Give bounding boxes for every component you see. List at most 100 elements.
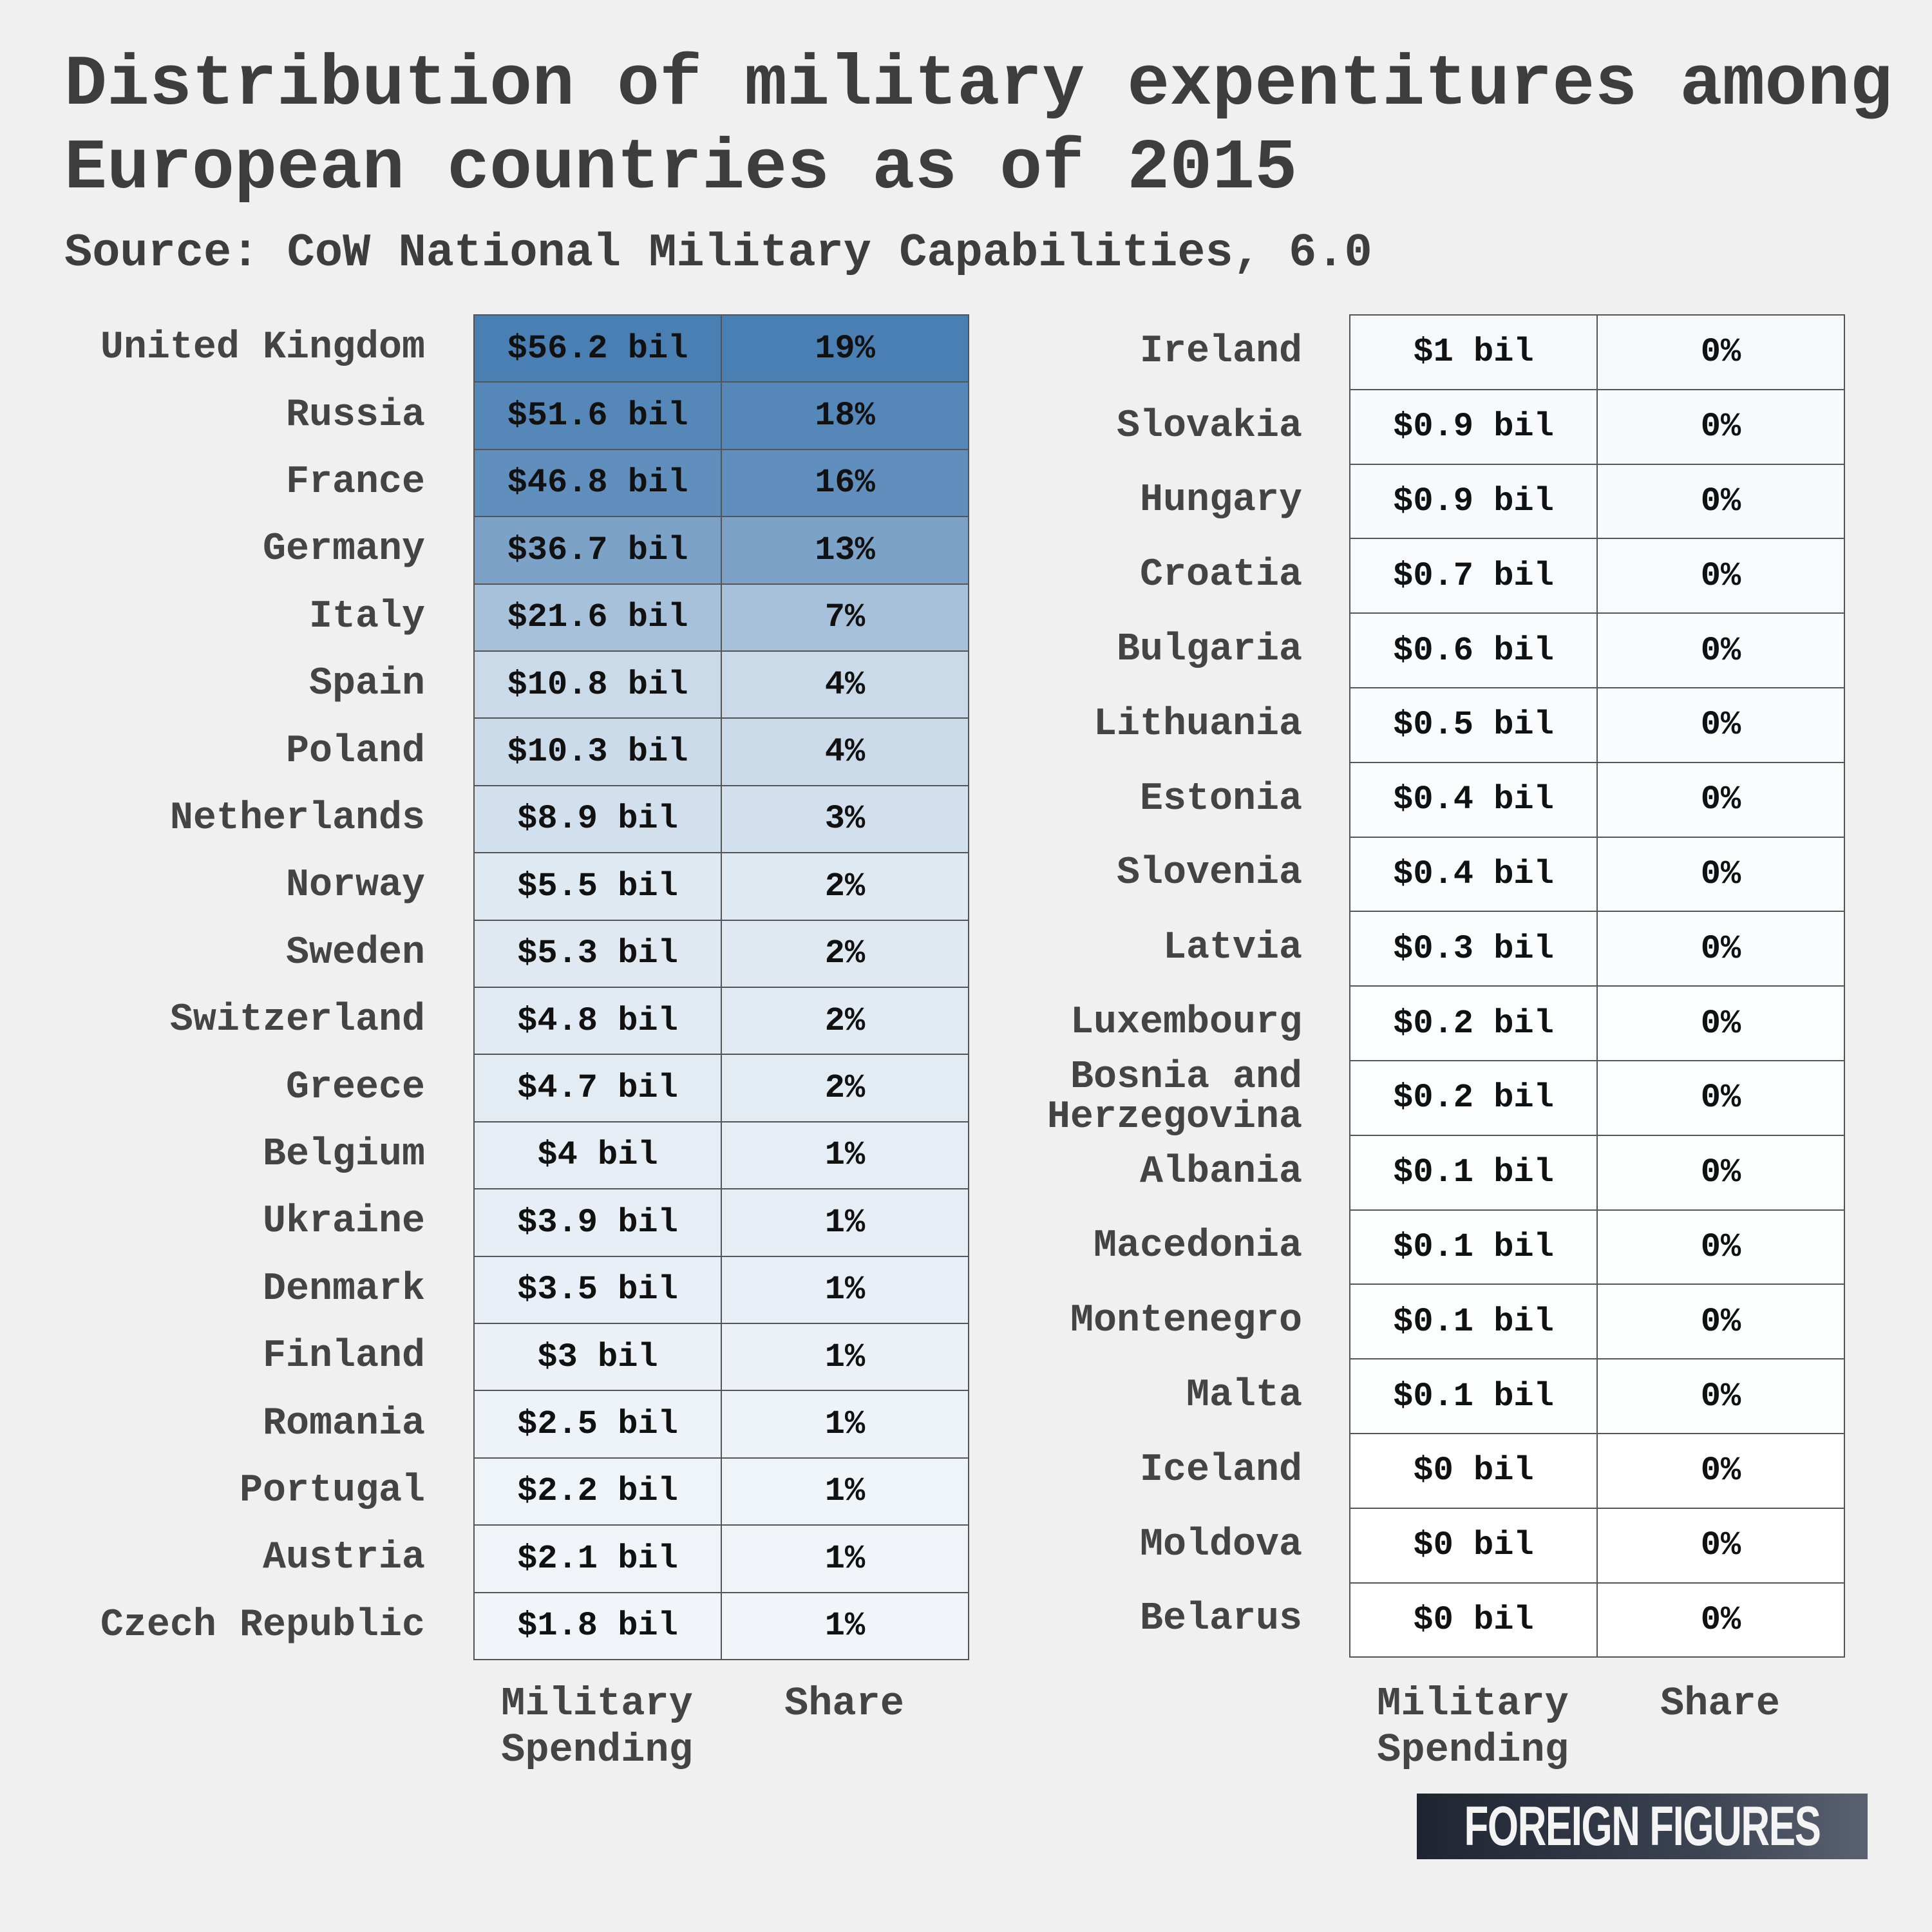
spending-cell: $0.7 bil (1349, 538, 1598, 614)
country-label: Hungary (1139, 478, 1302, 523)
spending-cell: $1.8 bil (473, 1591, 722, 1660)
country-label: Belarus (1139, 1597, 1302, 1642)
share-cell: 19% (721, 314, 969, 383)
share-cell: 0% (1596, 1134, 1845, 1211)
country-label: Norway (285, 864, 425, 908)
spending-cell: $4.7 bil (473, 1054, 722, 1122)
source-note: Source: CoW National Military Capabiliti… (64, 227, 1372, 279)
country-label: Croatia (1139, 553, 1302, 598)
share-cell: 0% (1596, 1433, 1845, 1509)
spending-cell: $36.7 bil (473, 516, 722, 585)
spending-cell: $0.1 bil (1349, 1358, 1598, 1434)
chart-title: Distribution of military expentitures am… (64, 45, 1893, 209)
spending-cell: $0.1 bil (1349, 1209, 1598, 1285)
share-cell: 1% (721, 1524, 969, 1593)
share-cell: 1% (721, 1121, 969, 1190)
share-cell: 2% (721, 919, 969, 988)
share-cell: 1% (721, 1457, 969, 1526)
share-cell: 0% (1596, 1209, 1845, 1285)
share-cell: 0% (1596, 1358, 1845, 1434)
spending-cell: $5.3 bil (473, 919, 722, 988)
country-label: Poland (285, 729, 425, 773)
share-cell: 1% (721, 1188, 969, 1257)
spending-cell: $56.2 bil (473, 314, 722, 383)
country-label: Iceland (1139, 1448, 1302, 1492)
country-label: France (285, 460, 425, 504)
spending-cell: $46.8 bil (473, 448, 722, 518)
spending-cell: $0 bil (1349, 1582, 1598, 1658)
share-cell: 16% (721, 448, 969, 518)
country-label: Austria (262, 1536, 425, 1580)
spending-cell: $8.9 bil (473, 784, 722, 854)
country-label: Romania (262, 1401, 425, 1446)
country-label: Italy (308, 594, 425, 639)
country-label: Ukraine (262, 1200, 425, 1244)
spending-cell: $0 bil (1349, 1507, 1598, 1584)
spending-cell: $21.6 bil (473, 583, 722, 652)
share-cell: 1% (721, 1591, 969, 1660)
share-cell: 0% (1596, 985, 1845, 1061)
country-label: Czech Republic (100, 1603, 425, 1647)
country-label: Greece (285, 1065, 425, 1110)
spending-cell: $0.2 bil (1349, 1060, 1598, 1136)
country-label: Estonia (1139, 777, 1302, 821)
country-label: Montenegro (1070, 1299, 1302, 1343)
share-cell: 1% (721, 1255, 969, 1324)
share-cell: 0% (1596, 1060, 1845, 1136)
country-label: Denmark (262, 1267, 425, 1311)
spending-cell: $3.5 bil (473, 1255, 722, 1324)
spending-cell: $4 bil (473, 1121, 722, 1190)
spending-cell: $2.2 bil (473, 1457, 722, 1526)
share-cell: 0% (1596, 1582, 1845, 1658)
share-cell: 0% (1596, 836, 1845, 913)
spending-cell: $0.2 bil (1349, 985, 1598, 1061)
country-label: Switzerland (169, 998, 425, 1043)
spending-cell: $0.5 bil (1349, 687, 1598, 763)
share-cell: 2% (721, 1054, 969, 1122)
share-cell: 0% (1596, 1507, 1845, 1584)
share-cell: 0% (1596, 314, 1845, 390)
spending-cell: $0.4 bil (1349, 761, 1598, 838)
country-label: Bulgaria (1116, 628, 1302, 672)
right-spending-header: Military Spending (1377, 1681, 1569, 1773)
spending-cell: $0.1 bil (1349, 1134, 1598, 1211)
share-cell: 3% (721, 784, 969, 854)
country-label: Spain (308, 662, 425, 706)
share-cell: 4% (721, 717, 969, 786)
share-cell: 18% (721, 381, 969, 450)
right-share-header: Share (1660, 1681, 1781, 1727)
spending-cell: $10.8 bil (473, 650, 722, 719)
share-cell: 0% (1596, 687, 1845, 763)
spending-cell: $0.4 bil (1349, 836, 1598, 913)
country-label: Latvia (1162, 926, 1302, 971)
country-label: Germany (262, 527, 425, 572)
country-label: Slovenia (1116, 851, 1302, 896)
spending-cell: $5.5 bil (473, 852, 722, 921)
left-share-header: Share (784, 1681, 905, 1727)
share-cell: 0% (1596, 761, 1845, 838)
share-cell: 2% (721, 987, 969, 1056)
left-spending-header: Military Spending (501, 1681, 693, 1773)
country-label: Lithuania (1093, 702, 1302, 746)
spending-cell: $2.1 bil (473, 1524, 722, 1593)
country-label: Malta (1186, 1374, 1302, 1418)
country-label: Slovakia (1116, 404, 1302, 448)
share-cell: 7% (721, 583, 969, 652)
share-cell: 4% (721, 650, 969, 719)
country-label: Albania (1139, 1150, 1302, 1194)
spending-cell: $51.6 bil (473, 381, 722, 450)
spending-cell: $0.9 bil (1349, 463, 1598, 540)
country-label: Sweden (285, 931, 425, 975)
share-cell: 1% (721, 1390, 969, 1459)
brand-logo: FOREIGN FIGURES (1417, 1794, 1868, 1859)
country-label: Finland (262, 1334, 425, 1379)
spending-cell: $10.3 bil (473, 717, 722, 786)
country-label: Ireland (1139, 329, 1302, 374)
country-label: Macedonia (1093, 1224, 1302, 1269)
share-cell: 0% (1596, 911, 1845, 987)
share-cell: 13% (721, 516, 969, 585)
share-cell: 1% (721, 1323, 969, 1392)
country-label: United Kingdom (100, 326, 425, 370)
share-cell: 0% (1596, 463, 1845, 540)
country-label: Luxembourg (1070, 1001, 1302, 1045)
